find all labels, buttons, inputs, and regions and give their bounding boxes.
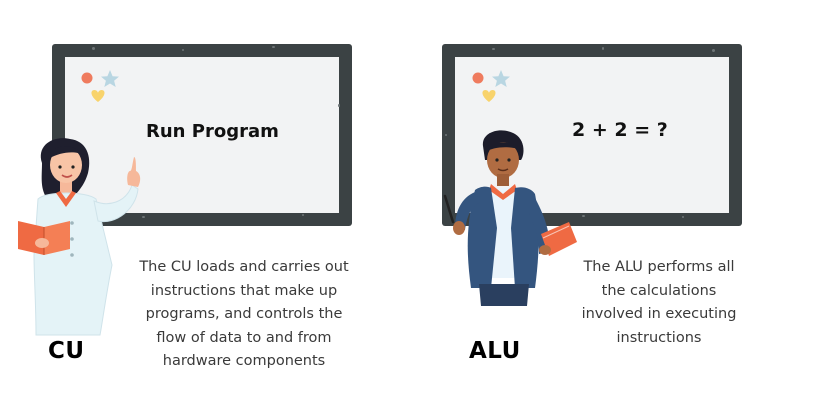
alu-panel: 2 + 2 = ? The ALU performs all the c xyxy=(409,0,818,400)
chalk-speck xyxy=(272,46,275,48)
woman-raised-arm xyxy=(93,184,139,223)
heart-icon xyxy=(91,90,105,102)
chalk-speck xyxy=(338,104,340,107)
dot-icon xyxy=(472,72,484,84)
pen-icon xyxy=(443,194,455,224)
chalk-speck xyxy=(142,216,145,218)
chalk-speck xyxy=(302,214,304,216)
man-left-arm xyxy=(455,192,481,230)
chalk-speck xyxy=(582,215,585,217)
woman-collar xyxy=(56,191,76,207)
chalk-speck xyxy=(682,216,684,218)
man-collar xyxy=(489,184,517,200)
cu-panel: Run Program The CU loads and carries out xyxy=(18,44,360,374)
alu-description-line: the calculations xyxy=(601,282,717,299)
alu-description: The ALU performs all the calculations in… xyxy=(559,256,759,350)
alu-description-line: involved in executing xyxy=(581,306,737,322)
teacher-man-illustration xyxy=(443,130,577,306)
woman-book xyxy=(18,221,44,255)
cu-description-line: The CU loads and carries out xyxy=(139,259,349,275)
chalk-speck xyxy=(445,134,447,136)
man-neck xyxy=(497,174,509,186)
cu-description: The CU loads and carries out instruction… xyxy=(128,256,360,374)
cu-label: CU xyxy=(48,338,85,364)
chalk-speck xyxy=(712,49,715,52)
alu-label: ALU xyxy=(469,338,521,364)
cu-description-line: programs, and controls the xyxy=(145,306,343,322)
star-icon xyxy=(101,70,119,87)
chalk-speck xyxy=(602,47,604,50)
alu-description-line: instructions xyxy=(616,329,702,346)
cu-description-line: hardware components xyxy=(162,353,326,369)
cu-description-line: flow of data to and from xyxy=(156,329,332,346)
man-pants xyxy=(479,284,529,306)
woman-pointing-hand xyxy=(127,157,141,187)
alu-board-text: 2 + 2 = ? xyxy=(572,119,668,141)
woman-bangs xyxy=(48,146,84,159)
chalk-speck xyxy=(92,47,95,50)
dot-icon xyxy=(81,72,93,84)
cu-description-line: instructions that make up xyxy=(150,282,338,299)
board-decoration-icons xyxy=(472,70,510,102)
man-face xyxy=(487,142,519,178)
man-jacket xyxy=(467,186,497,288)
woman-face xyxy=(50,147,82,183)
heart-icon xyxy=(482,90,496,102)
alu-description-line: The ALU performs all xyxy=(583,259,735,275)
board-decoration-icons xyxy=(81,70,119,102)
star-icon xyxy=(492,70,510,87)
cu-board-text: Run Program xyxy=(146,121,279,142)
chalk-speck xyxy=(492,48,495,50)
man-shirt xyxy=(487,188,519,278)
teacher-woman-illustration xyxy=(18,138,141,336)
chalk-speck xyxy=(182,49,184,51)
